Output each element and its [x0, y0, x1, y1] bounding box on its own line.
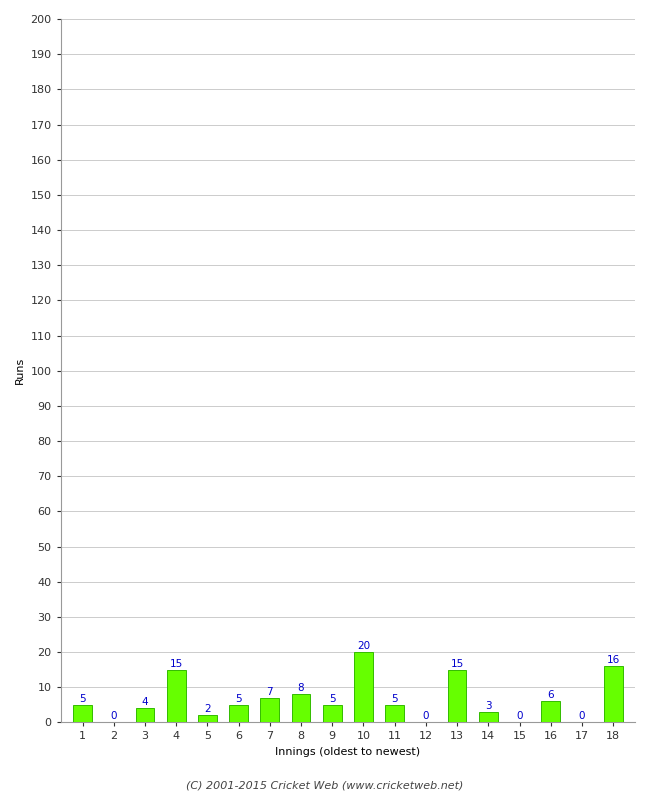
Text: 4: 4	[142, 698, 148, 707]
Bar	[167, 670, 185, 722]
Bar	[198, 715, 216, 722]
Bar	[136, 708, 154, 722]
Text: 0: 0	[516, 711, 523, 722]
Text: 15: 15	[450, 658, 463, 669]
Text: 16: 16	[606, 655, 620, 665]
Text: (C) 2001-2015 Cricket Web (www.cricketweb.net): (C) 2001-2015 Cricket Web (www.cricketwe…	[187, 781, 463, 790]
Bar	[385, 705, 404, 722]
Bar	[604, 666, 623, 722]
Text: 5: 5	[391, 694, 398, 704]
Y-axis label: Runs: Runs	[15, 357, 25, 384]
Bar	[448, 670, 467, 722]
Text: 0: 0	[578, 711, 585, 722]
Text: 5: 5	[329, 694, 335, 704]
Text: 2: 2	[204, 704, 211, 714]
X-axis label: Innings (oldest to newest): Innings (oldest to newest)	[276, 747, 421, 757]
Bar	[354, 652, 373, 722]
Text: 20: 20	[357, 641, 370, 651]
Bar	[229, 705, 248, 722]
Text: 15: 15	[170, 658, 183, 669]
Text: 8: 8	[298, 683, 304, 694]
Bar	[292, 694, 311, 722]
Text: 7: 7	[266, 686, 273, 697]
Text: 5: 5	[235, 694, 242, 704]
Bar	[73, 705, 92, 722]
Text: 0: 0	[422, 711, 429, 722]
Text: 6: 6	[547, 690, 554, 700]
Bar	[261, 698, 280, 722]
Text: 0: 0	[111, 711, 117, 722]
Bar	[479, 712, 498, 722]
Bar	[541, 702, 560, 722]
Text: 5: 5	[79, 694, 86, 704]
Text: 3: 3	[485, 701, 491, 711]
Bar	[323, 705, 342, 722]
